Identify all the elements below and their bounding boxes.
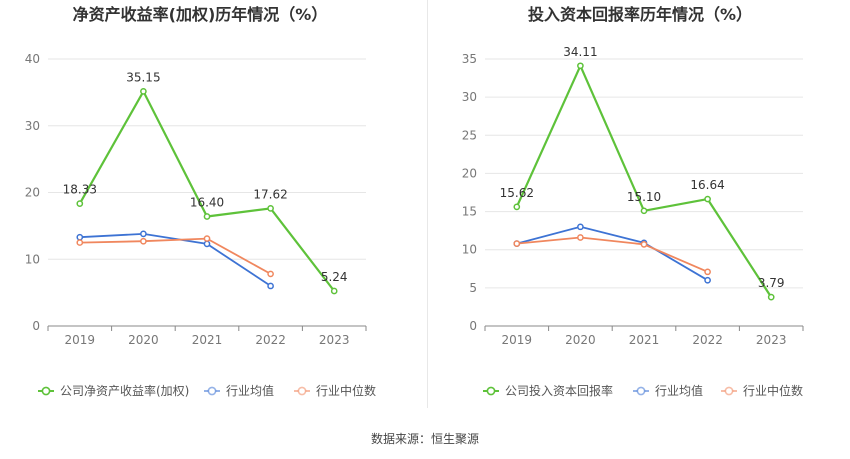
roe-legend-label: 行业中位数: [316, 383, 376, 398]
roe-data-point: [203, 213, 211, 220]
roic-legend-marker: [636, 386, 646, 396]
roic-data-point: [513, 240, 521, 247]
roic-data-point: [513, 203, 521, 211]
roic-series-line: [516, 225, 709, 281]
roic-x-tick-label: 2019: [502, 333, 533, 347]
roe-data-label: 18.33: [63, 183, 97, 197]
roe-data-point: [140, 230, 147, 238]
roe-grid: [48, 58, 366, 260]
roic-data-label: 3.79: [758, 276, 785, 290]
roic-series-line: [515, 63, 773, 298]
roe-x-tick-label: 2020: [128, 333, 159, 347]
roe-chart-title: 净资产收益率(加权)历年情况（%）: [73, 5, 328, 24]
roe-data-point: [203, 240, 211, 248]
roe-data-label: 16.40: [190, 196, 224, 210]
roic-data-label: 15.10: [627, 190, 661, 204]
roic-chart-title: 投入资本回报率历年情况（%）: [528, 5, 752, 24]
roe-data-point: [76, 239, 84, 246]
roe-legend-marker: [207, 386, 217, 396]
roic-legend-marker: [486, 386, 496, 396]
roe-y-tick-label: 0: [32, 319, 40, 333]
roe-legend-label: 公司净资产收益率(加权): [60, 383, 189, 398]
roe-x-tick-label: 2019: [65, 333, 96, 347]
roic-x-tick-label: 2022: [692, 333, 723, 347]
roe-series-1: [76, 230, 274, 290]
roic-grid: [485, 58, 803, 289]
roe-data-point: [267, 205, 274, 212]
roic-data-label: 15.62: [500, 186, 534, 200]
roic-y-tick-label: 30: [462, 90, 477, 104]
roic-y-tick-label: 15: [462, 205, 477, 219]
roe-legend-label: 行业均值: [226, 383, 274, 398]
roe-data-point: [203, 235, 211, 242]
roe-series-line: [78, 89, 336, 292]
roe-data-point: [140, 237, 147, 245]
roe-data-point: [267, 282, 274, 290]
roic-data-point: [704, 276, 711, 284]
roe-legend-item-0[interactable]: 公司净资产收益率(加权): [38, 383, 189, 398]
roe-data-point: [330, 287, 338, 295]
roic-x-tick-label: 2023: [756, 333, 787, 347]
roe-chart: 净资产收益率(加权)历年情况（%） 0 10 20 30 40 2019 2020 2021 20…: [25, 5, 376, 398]
roic-legend-item-0[interactable]: 公司投入资本回报率: [483, 383, 613, 398]
roic-series-line: [516, 236, 708, 273]
roe-legend-marker: [41, 386, 51, 396]
roic-legend-item-2[interactable]: 行业中位数: [721, 383, 803, 398]
roe-series-line: [79, 232, 272, 287]
roic-legend-item-1[interactable]: 行业均值: [633, 383, 703, 398]
roic-data-point: [577, 62, 584, 70]
roe-data-point: [76, 200, 84, 207]
roe-series-line: [79, 237, 272, 275]
roic-data-point: [640, 241, 648, 248]
roe-data-label: 5.24: [321, 270, 348, 284]
roic-data-point: [704, 195, 711, 203]
roe-data-point: [140, 88, 147, 95]
roe-y-tick-label: 10: [25, 252, 40, 266]
roic-data-point: [577, 223, 584, 231]
panel-divider: [427, 0, 428, 408]
roe-data-point: [76, 233, 84, 241]
roe-x-tick-label: 2023: [319, 333, 350, 347]
roe-series-2: [76, 235, 274, 278]
roic-x-tick-label: 2021: [629, 333, 660, 347]
roic-legend-marker: [724, 386, 734, 396]
roic-data-point: [704, 268, 711, 276]
roic-data-label: 34.11: [563, 45, 597, 59]
roic-series-0: [513, 62, 775, 301]
data-source-note: 数据来源：恒生聚源: [370, 432, 479, 446]
roic-legend-label: 行业均值: [655, 383, 703, 398]
roic-y-tick-label: 20: [462, 166, 477, 180]
roic-data-point: [577, 234, 584, 241]
roic-data-point: [640, 207, 648, 215]
roic-legend-label: 行业中位数: [743, 383, 803, 398]
roe-series-0: [76, 88, 338, 295]
roe-data-point: [267, 270, 274, 278]
roic-series-1: [513, 223, 711, 284]
roe-x-tick-label: 2021: [192, 333, 223, 347]
roic-data-point: [767, 293, 775, 301]
roic-chart: 投入资本回报率历年情况（%） 0 5 10 15 20 25 30 35 2019 2020 2021…: [462, 5, 804, 398]
roe-y-tick-label: 40: [25, 52, 40, 66]
roic-y-tick-label: 5: [469, 281, 477, 295]
roe-legend-marker: [297, 386, 307, 396]
roic-y-tick-label: 35: [462, 52, 477, 66]
roe-legend-item-2[interactable]: 行业中位数: [294, 383, 376, 398]
roic-legend-label: 公司投入资本回报率: [505, 383, 613, 398]
roic-y-tick-label: 0: [469, 319, 477, 333]
roic-y-tick-label: 10: [462, 243, 477, 257]
roic-y-tick-label: 25: [462, 128, 477, 142]
roe-legend-item-1[interactable]: 行业均值: [204, 383, 274, 398]
roic-series-2: [513, 234, 711, 276]
roe-data-label: 17.62: [253, 187, 287, 201]
roe-y-tick-label: 20: [25, 186, 40, 200]
roe-data-label: 35.15: [126, 70, 160, 84]
roic-x-tick-label: 2020: [565, 333, 596, 347]
roe-y-tick-label: 30: [25, 119, 40, 133]
roic-data-label: 16.64: [690, 178, 724, 192]
roe-x-tick-label: 2022: [255, 333, 286, 347]
